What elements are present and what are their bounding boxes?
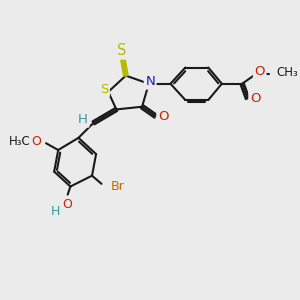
Text: O: O bbox=[250, 92, 260, 105]
Text: CH₃: CH₃ bbox=[277, 66, 298, 80]
Text: N: N bbox=[145, 75, 155, 88]
Text: Br: Br bbox=[110, 180, 124, 193]
Text: S: S bbox=[100, 83, 108, 96]
Text: O: O bbox=[254, 65, 265, 78]
Text: H: H bbox=[78, 113, 88, 126]
Text: S: S bbox=[117, 43, 127, 58]
Text: H: H bbox=[51, 205, 60, 218]
Text: O: O bbox=[62, 198, 72, 211]
Text: O: O bbox=[158, 110, 168, 123]
Text: O: O bbox=[31, 135, 41, 148]
Text: H₃C: H₃C bbox=[9, 135, 30, 148]
